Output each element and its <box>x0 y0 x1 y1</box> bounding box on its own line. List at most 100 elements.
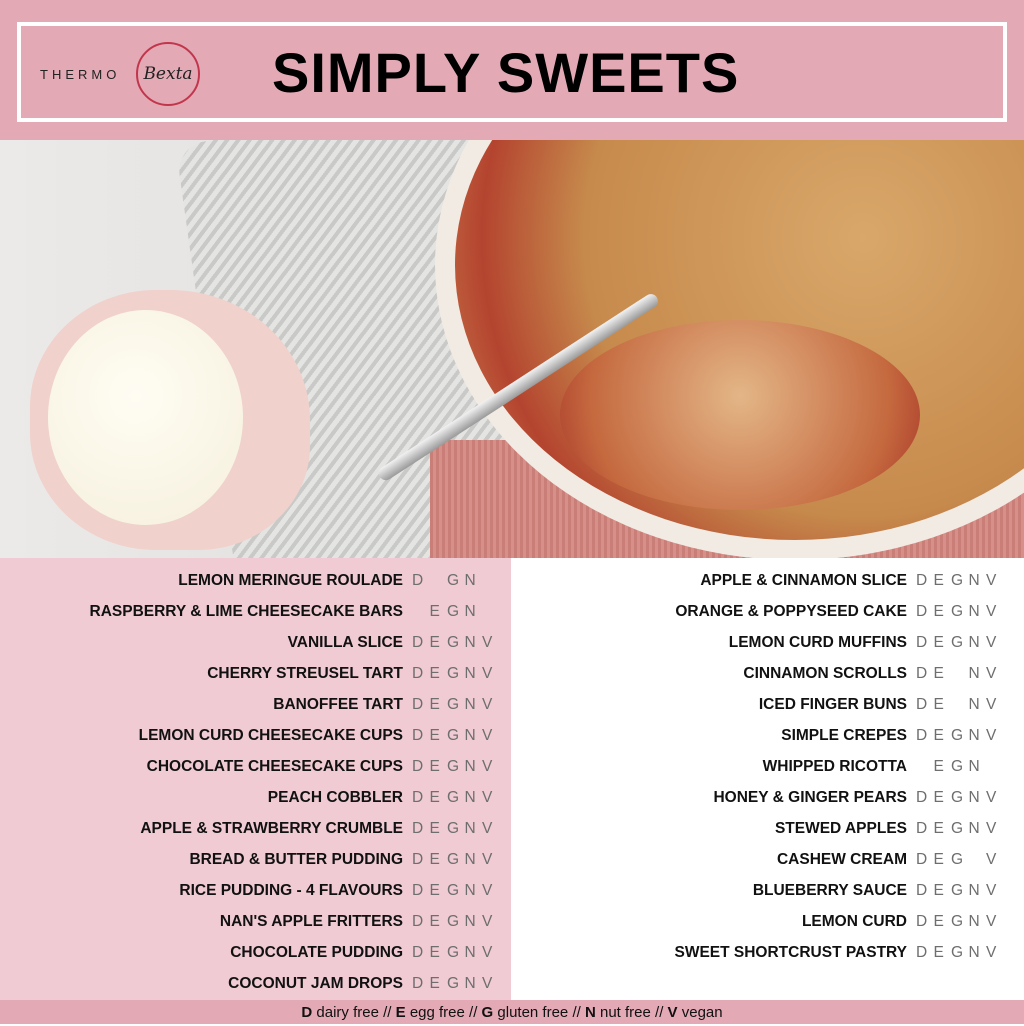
diet-tag: G <box>447 913 460 930</box>
diet-tag: D <box>916 696 928 713</box>
diet-tag: N <box>464 913 476 930</box>
recipe-row: PEACH COBBLER D E G N V <box>268 788 500 808</box>
diet-tag: G <box>951 572 964 589</box>
diet-tag: N <box>464 851 476 868</box>
diet-tag: G <box>447 572 460 589</box>
recipe-list-right: APPLE & CINNAMON SLICE D E G N V ORANGE & POPP… <box>511 558 1024 1000</box>
diet-tag: N <box>464 789 476 806</box>
diet-tag: E <box>429 789 440 806</box>
recipe-name: CASHEW CREAM <box>776 851 907 868</box>
recipe-row: NAN'S APPLE FRITTERS D E G N V <box>220 912 500 932</box>
diet-tag: V <box>482 820 493 837</box>
diet-tag: E <box>429 851 440 868</box>
diet-tag: D <box>916 820 928 837</box>
diet-tag: G <box>951 789 964 806</box>
recipe-name: RASPBERRY & LIME CHEESECAKE BARS <box>89 603 404 620</box>
recipe-row: SWEET SHORTCRUST PASTRY D E G N V <box>674 943 1003 963</box>
diet-tag: G <box>447 944 460 961</box>
diet-tag: E <box>429 975 440 992</box>
diet-tag: E <box>429 882 440 899</box>
diet-tag: V <box>986 603 997 620</box>
recipe-row: APPLE & STRAWBERRY CRUMBLE D E G N V <box>140 819 499 839</box>
cream <box>48 310 243 525</box>
recipe-row: CASHEW CREAM D E G V <box>777 850 1004 870</box>
header-frame <box>17 22 1007 122</box>
diet-tag: N <box>968 789 980 806</box>
recipe-name: ORANGE & POPPYSEED CAKE <box>675 603 907 620</box>
diet-tag: V <box>482 944 493 961</box>
diet-tag <box>951 665 969 683</box>
diet-tag: D <box>916 882 928 899</box>
diet-tag <box>482 572 500 590</box>
diet-tag: D <box>412 913 424 930</box>
legend-separator: // <box>572 1004 581 1021</box>
diet-tag: V <box>986 634 997 651</box>
diet-tag: N <box>968 572 980 589</box>
diet-tag: D <box>916 603 928 620</box>
diet-tag: D <box>916 789 928 806</box>
diet-tag: G <box>447 696 460 713</box>
diet-tag: E <box>429 603 440 620</box>
diet-tag: V <box>482 975 493 992</box>
diet-tag: E <box>933 851 944 868</box>
diet-tag: N <box>968 665 980 682</box>
legend-key: E <box>395 1004 406 1021</box>
diet-tag: V <box>986 789 997 806</box>
diet-tag: E <box>933 727 944 744</box>
legend-key: G <box>481 1004 494 1021</box>
diet-tag: D <box>412 975 424 992</box>
diet-tag: E <box>429 634 440 651</box>
diet-tag: E <box>933 665 944 682</box>
recipe-row: VANILLA SLICE D E G N V <box>288 633 500 653</box>
recipe-name: SWEET SHORTCRUST PASTRY <box>674 944 907 961</box>
diet-tag: N <box>968 758 980 775</box>
diet-tag: N <box>968 944 980 961</box>
diet-tag <box>916 758 934 776</box>
diet-tag: G <box>447 820 460 837</box>
diet-tag: V <box>986 665 997 682</box>
legend-label: vegan <box>681 1004 723 1021</box>
diet-tag: N <box>968 696 980 713</box>
diet-tag: D <box>412 789 424 806</box>
diet-tag: V <box>986 944 997 961</box>
diet-tag: N <box>464 634 476 651</box>
recipe-row: LEMON CURD MUFFINS D E G N V <box>729 633 1004 653</box>
diet-tag: E <box>933 696 944 713</box>
recipe-name: COCONUT JAM DROPS <box>228 975 403 992</box>
recipe-row: CHOCOLATE PUDDING D E G N V <box>230 943 499 963</box>
recipe-row: CHOCOLATE CHEESECAKE CUPS D E G N V <box>147 757 500 777</box>
diet-tag: N <box>464 727 476 744</box>
recipe-row: LEMON CURD CHEESECAKE CUPS D E G N V <box>139 726 500 746</box>
legend-separator: // <box>383 1004 392 1021</box>
recipe-name: LEMON CURD <box>801 913 907 930</box>
diet-tag: D <box>412 727 424 744</box>
diet-tag: N <box>464 820 476 837</box>
diet-tag: D <box>412 944 424 961</box>
legend-label: gluten free <box>497 1004 569 1021</box>
diet-tag: V <box>482 913 493 930</box>
diet-tag: D <box>916 851 928 868</box>
diet-tag: G <box>951 851 964 868</box>
diet-tag: E <box>933 572 944 589</box>
recipe-name: CHOCOLATE PUDDING <box>230 944 403 961</box>
legend-key: D <box>301 1004 313 1021</box>
legend-label: dairy free <box>316 1004 379 1021</box>
diet-tag: E <box>933 820 944 837</box>
diet-tag: N <box>464 696 476 713</box>
diet-tag: D <box>916 634 928 651</box>
legend-key: V <box>667 1004 678 1021</box>
legend-separator: // <box>655 1004 664 1021</box>
